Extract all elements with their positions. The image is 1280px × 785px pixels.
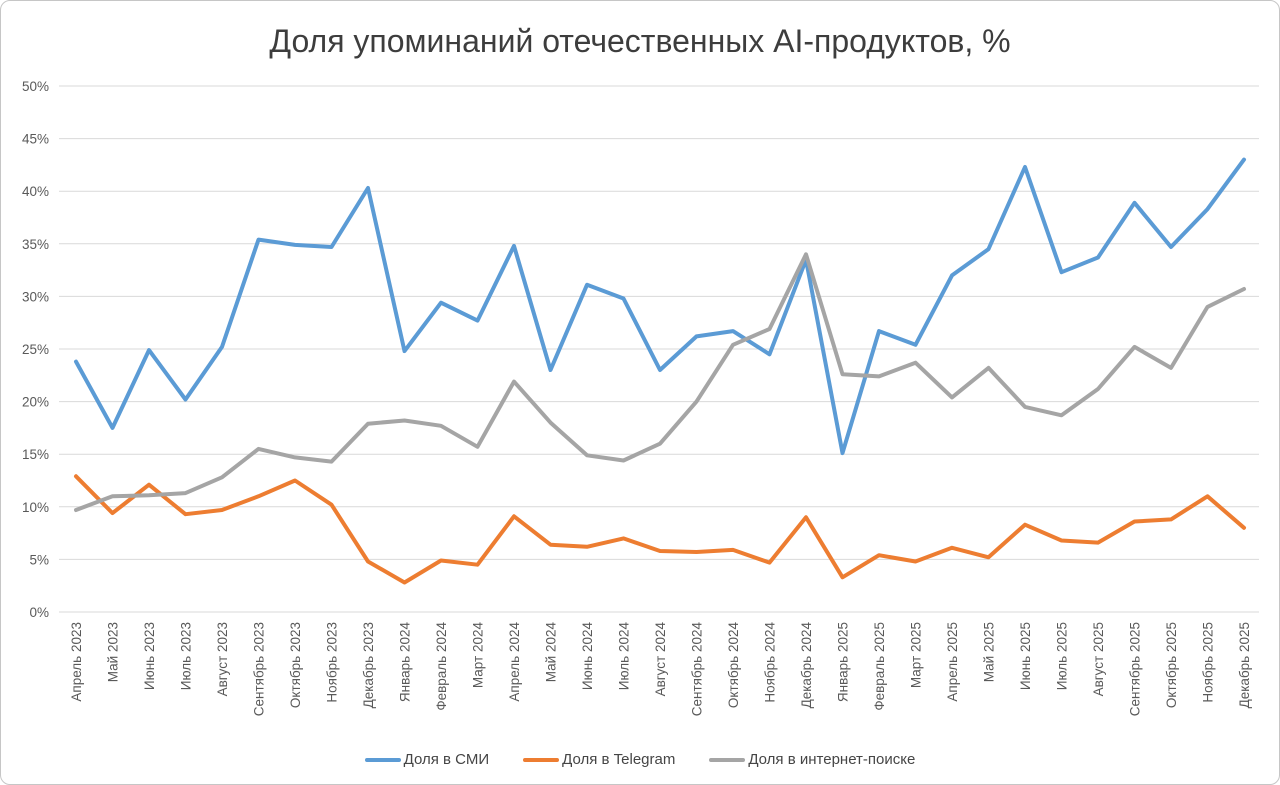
y-axis-tick-label: 5% xyxy=(29,552,49,567)
series-smi-swatch-icon xyxy=(364,757,401,762)
x-axis-tick-label: Октябрь 2025 xyxy=(1164,622,1179,708)
x-axis-tick-label: Июнь 2023 xyxy=(142,622,157,690)
x-axis-tick-label: Май 2025 xyxy=(982,622,997,682)
chart-legend: Доля в СМИ Доля в Telegram Доля в интерн… xyxy=(1,751,1279,768)
y-axis-tick-label: 50% xyxy=(22,79,49,94)
y-axis-tick-label: 20% xyxy=(22,395,49,410)
series-line-1 xyxy=(74,474,1246,585)
x-axis-tick-label: Июнь 2025 xyxy=(1018,622,1033,690)
legend-item-search: Доля в интернет-поиске xyxy=(709,751,915,768)
x-axis-tick-label: Ноябрь 2024 xyxy=(763,622,778,703)
x-axis-tick-label: Апрель 2023 xyxy=(69,622,84,702)
x-axis-tick-label: Декабрь 2025 xyxy=(1237,622,1252,708)
y-axis-tick-label: 30% xyxy=(22,289,49,304)
y-axis-tick-label: 35% xyxy=(22,237,49,252)
x-axis-tick-label: Апрель 2025 xyxy=(945,622,960,702)
x-axis-tick-label: Апрель 2024 xyxy=(507,622,522,702)
x-axis-tick-label: Июль 2023 xyxy=(179,622,194,690)
y-axis-tick-label: 25% xyxy=(22,342,49,357)
series-telegram-swatch-icon xyxy=(523,757,560,762)
x-axis-tick-label: Март 2025 xyxy=(909,622,924,688)
x-axis-tick-label: Июнь 2024 xyxy=(580,622,595,691)
y-axis-tick-label: 15% xyxy=(22,447,49,462)
x-axis-tick-label: Октябрь 2024 xyxy=(726,622,741,709)
x-axis-tick-label: Май 2023 xyxy=(106,622,121,682)
y-axis-tick-label: 0% xyxy=(29,605,49,620)
x-axis-tick-label: Январь 2025 xyxy=(836,622,851,702)
x-axis-tick-label: Февраль 2024 xyxy=(434,622,449,711)
series-line-0 xyxy=(74,157,1246,456)
x-axis-tick-label: Январь 2024 xyxy=(398,622,413,703)
x-axis-tick-label: Август 2025 xyxy=(1091,622,1106,696)
x-axis-tick-label: Ноябрь 2025 xyxy=(1201,622,1216,703)
x-axis-tick-label: Сентябрь 2023 xyxy=(252,622,267,716)
y-axis-tick-label: 40% xyxy=(22,184,49,199)
x-axis-tick-label: Октябрь 2023 xyxy=(288,622,303,708)
legend-label-search: Доля в интернет-поиске xyxy=(748,751,916,768)
series-search-swatch-icon xyxy=(709,757,746,762)
legend-label-telegram: Доля в Telegram xyxy=(562,751,676,768)
y-axis-tick-label: 10% xyxy=(22,500,49,515)
legend-item-telegram: Доля в Telegram xyxy=(523,751,675,768)
x-axis-tick-label: Июль 2024 xyxy=(617,622,632,691)
x-axis-tick-label: Февраль 2025 xyxy=(872,622,887,711)
x-axis-tick-label: Август 2024 xyxy=(653,622,668,697)
x-axis-tick-label: Декабрь 2024 xyxy=(799,622,814,709)
legend-item-smi: Доля в СМИ xyxy=(364,751,490,768)
x-axis-tick-label: Март 2024 xyxy=(471,622,486,689)
x-axis-tick-label: Июль 2025 xyxy=(1055,622,1070,690)
series-line-2 xyxy=(74,252,1246,512)
x-axis-tick-label: Август 2023 xyxy=(215,622,230,696)
x-axis-tick-label: Декабрь 2023 xyxy=(361,622,376,708)
y-axis-tick-label: 45% xyxy=(22,132,49,147)
x-axis-tick-label: Май 2024 xyxy=(544,622,559,683)
chart-title: Доля упоминаний отечественных AI-продукт… xyxy=(269,23,1011,59)
x-axis-tick-label: Сентябрь 2025 xyxy=(1128,622,1143,716)
x-axis-tick-label: Сентябрь 2024 xyxy=(690,622,705,717)
x-axis-tick-label: Ноябрь 2023 xyxy=(325,622,340,703)
legend-label-smi: Доля в СМИ xyxy=(403,751,490,768)
